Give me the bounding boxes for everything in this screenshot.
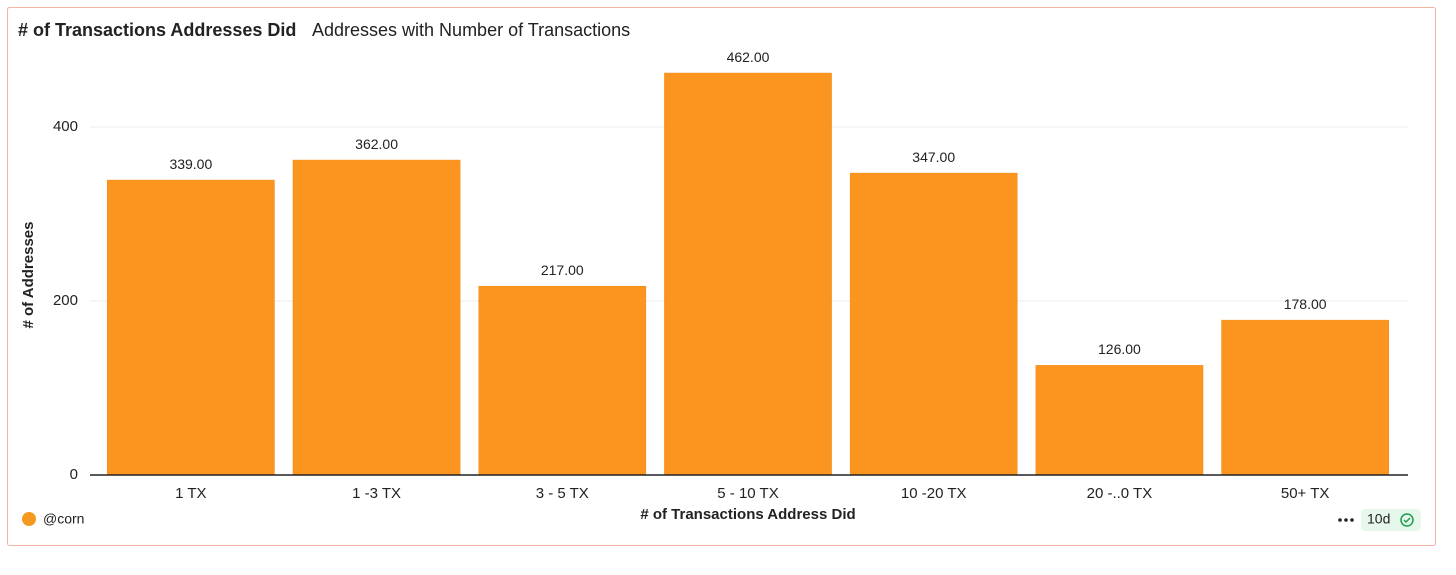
bar [664,72,832,476]
data-label: 362.00 [355,136,398,152]
bar [1035,365,1204,476]
y-tick-label: 200 [53,292,78,309]
x-tick-label: 50+ TX [1281,485,1330,502]
check-mark [1403,517,1411,524]
x-tick-label: 1 TX [175,485,206,502]
data-label: 462.00 [727,49,770,65]
data-label: 178.00 [1284,296,1327,312]
bar [1221,319,1389,476]
chart-title: # of Transactions Addresses Did [18,20,296,40]
author-icon [22,512,36,526]
y-axis-label: # of Addresses [20,222,37,329]
bar [107,179,275,476]
data-label: 339.00 [169,156,212,172]
data-label: 126.00 [1098,341,1141,357]
data-label: 347.00 [912,149,955,165]
bar [478,285,647,476]
y-tick-label: 400 [53,118,78,135]
bar [292,159,461,476]
x-tick-label: 20 -..0 TX [1087,485,1153,502]
x-tick-label: 1 -3 TX [352,485,401,502]
more-menu[interactable] [1338,518,1354,522]
x-tick-label: 10 -20 TX [901,485,967,502]
x-tick-label: 3 - 5 TX [536,485,589,502]
bar [849,172,1018,476]
data-label: 217.00 [541,262,584,278]
age: 10d [1367,511,1390,527]
chart-subtitle: Addresses with Number of Transactions [312,20,630,40]
check-icon [1400,513,1414,527]
x-tick-label: 5 - 10 TX [717,485,778,502]
x-axis-label: # of Transactions Address Did [640,506,855,523]
author[interactable]: @corn [43,511,84,527]
y-tick-label: 0 [70,466,78,483]
